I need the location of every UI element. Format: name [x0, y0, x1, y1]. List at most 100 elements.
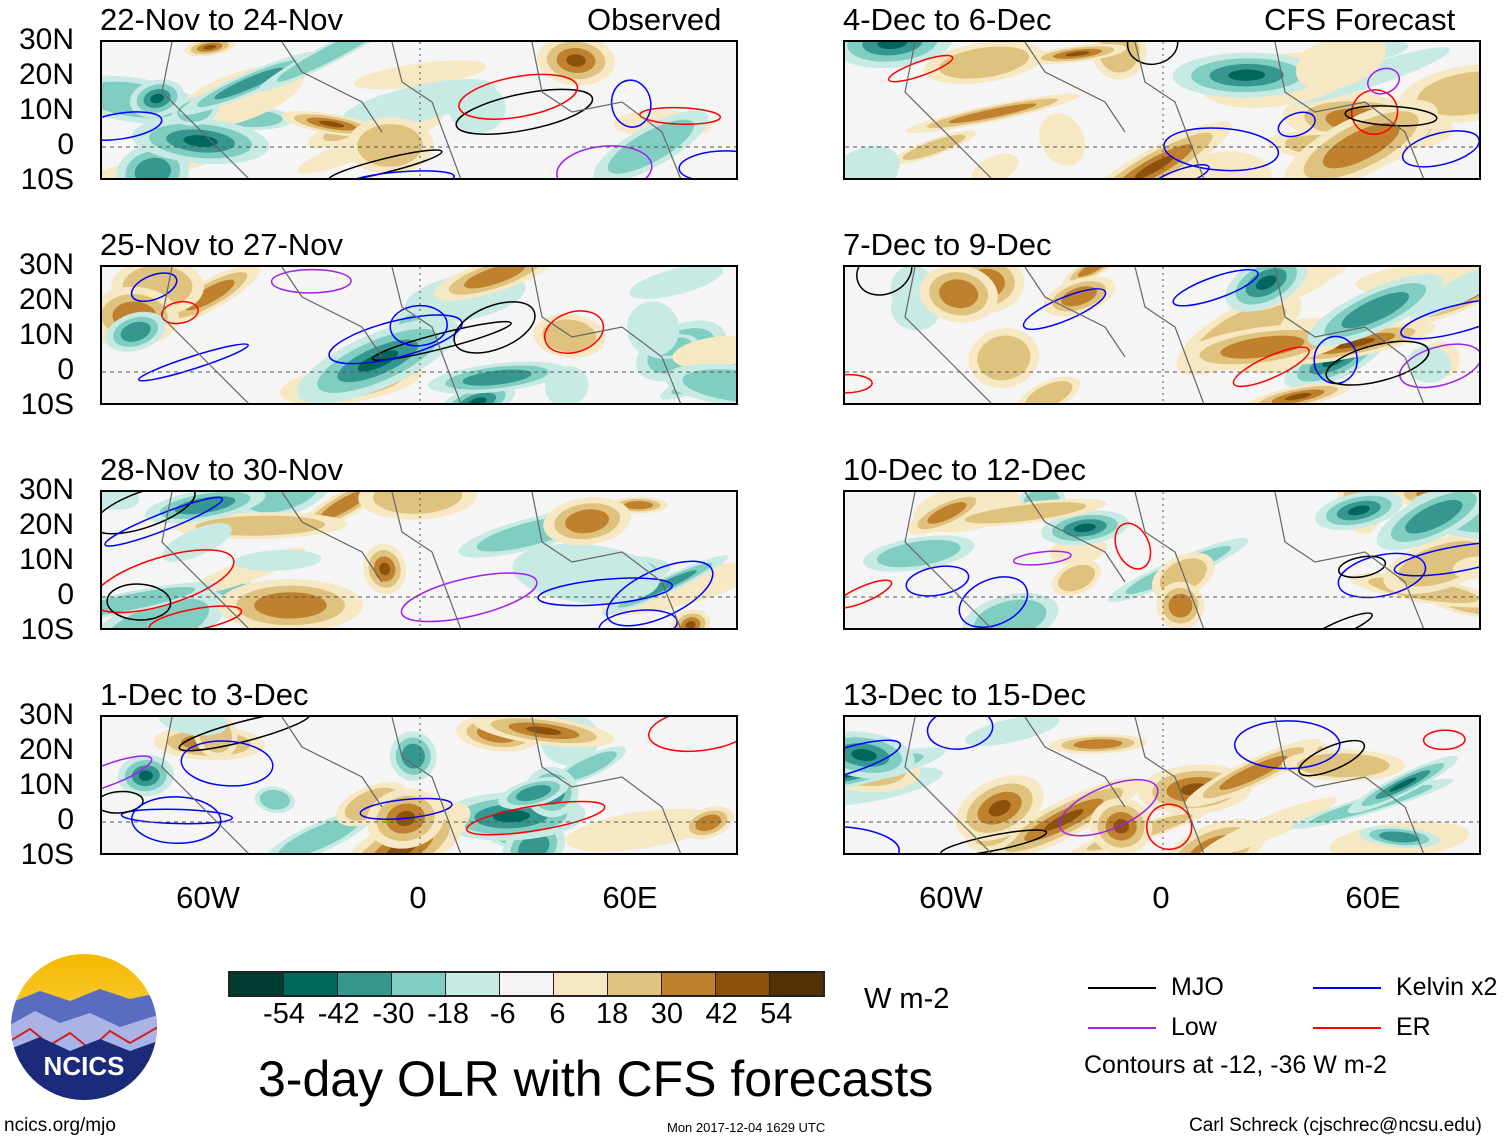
contour-line: [1012, 550, 1072, 566]
contour-line: [1422, 729, 1466, 751]
contour-line: [678, 150, 736, 178]
contour-line: [148, 605, 243, 628]
negative-anomaly: [439, 383, 516, 403]
contour-line: [1277, 111, 1316, 138]
positive-anomaly: [1051, 560, 1102, 596]
timestamp: Mon 2017-12-04 1629 UTC: [667, 1120, 826, 1135]
legend-line: [1088, 987, 1156, 989]
ncics-logo: NCICS: [10, 953, 158, 1101]
lat-label: 10S: [20, 838, 74, 871]
colorbar-tick: 18: [596, 998, 629, 1030]
contour-line: [939, 829, 1048, 853]
contour-line: [1058, 779, 1159, 837]
colorbar-swatch: [770, 973, 823, 995]
panel-title: 10-Dec to 12-Dec: [843, 452, 1086, 487]
positive-anomaly: [1076, 121, 1233, 178]
panel-title: 28-Nov to 30-Nov: [100, 452, 343, 487]
forecast-label: CFS Forecast: [1264, 2, 1456, 37]
lat-label: 10S: [20, 613, 74, 646]
negative-anomaly: [129, 79, 185, 118]
observed-label: Observed: [587, 2, 722, 37]
contour-line: [1145, 803, 1193, 851]
colorbar-units: W m-2: [864, 983, 950, 1015]
positive-anomaly: [543, 497, 631, 546]
negative-anomaly: [845, 731, 915, 779]
contour-line: [104, 496, 224, 547]
contour-line: [1399, 343, 1479, 389]
contour-line: [458, 73, 579, 120]
legend-line: [1313, 987, 1381, 989]
colorbar-swatch: [608, 973, 662, 995]
coastline: [161, 492, 682, 628]
positive-anomaly: [682, 806, 734, 840]
contour-line: [1307, 612, 1373, 628]
colorbar-swatch: [338, 973, 392, 995]
panel-title: 4-Dec to 6-Dec: [843, 2, 1052, 37]
coastline: [904, 717, 1425, 853]
positive-anomaly: [1089, 797, 1153, 853]
contour-line: [598, 609, 678, 628]
contour-line: [845, 373, 873, 394]
website-link[interactable]: ncics.org/mjo: [4, 1115, 116, 1136]
colorbar-tick: 30: [650, 998, 684, 1030]
positive-anomaly: [363, 543, 407, 595]
contour-line: [1022, 288, 1107, 331]
positive-anomaly: [353, 60, 487, 90]
positive-anomaly: [670, 609, 711, 628]
positive-anomaly: [968, 328, 1040, 388]
coastline: [161, 267, 682, 403]
colorbar-tick: 42: [705, 998, 738, 1030]
contour-line: [1344, 105, 1438, 127]
positive-anomaly: [1039, 113, 1086, 166]
credit: Carl Schreck (cjschrec@ncsu.edu): [1189, 1115, 1482, 1136]
colorbar-swatch: [392, 973, 446, 995]
positive-anomaly: [1017, 376, 1081, 403]
contour-line: [453, 301, 536, 354]
contour-line: [1337, 552, 1427, 599]
negative-anomaly: [629, 267, 724, 300]
contour-line: [1298, 739, 1366, 777]
legend-line: [1088, 1027, 1156, 1029]
legend-label: Kelvin x2: [1396, 973, 1498, 1001]
contour-line: [1172, 268, 1259, 307]
contour-line: [270, 268, 352, 294]
positive-anomaly: [1245, 382, 1351, 403]
colorbar-tick: -42: [317, 998, 360, 1030]
positive-anomaly: [346, 116, 434, 174]
lat-label: 20N: [18, 283, 74, 316]
coastline: [904, 42, 1425, 178]
contour-line: [544, 310, 605, 354]
lat-label: 30N: [18, 248, 74, 281]
contour-line: [1337, 555, 1387, 579]
lon-label: 0: [1152, 880, 1170, 915]
lat-label: 20N: [18, 508, 74, 541]
positive-anomaly: [1185, 738, 1322, 807]
colorbar-swatch: [554, 973, 608, 995]
panel-title: 1-Dec to 3-Dec: [100, 677, 309, 712]
negative-anomaly: [627, 301, 680, 357]
positive-anomaly: [944, 498, 1107, 527]
contour-line: [120, 808, 233, 825]
positive-anomaly: [565, 808, 717, 852]
negative-anomaly: [593, 110, 709, 178]
negative-anomaly: [962, 592, 1059, 628]
coastline: [904, 267, 1425, 403]
contour-line: [648, 717, 736, 753]
contours-note: Contours at -12, -36 W m-2: [1084, 1051, 1387, 1079]
positive-anomaly: [433, 267, 556, 301]
colorbar-swatch: [716, 973, 770, 995]
negative-anomaly: [105, 311, 166, 352]
colorbar-tick: 54: [760, 998, 793, 1030]
contour-line: [102, 755, 153, 796]
logo-text: NCICS: [44, 1051, 125, 1081]
lat-label: 20N: [18, 733, 74, 766]
negative-anomaly: [233, 492, 333, 520]
lat-label: 0: [57, 128, 74, 161]
lon-label: 60E: [602, 880, 658, 915]
contour-line: [106, 583, 172, 621]
contour-line: [905, 565, 970, 597]
contour-line: [1400, 299, 1479, 340]
panel-title: 7-Dec to 9-Dec: [843, 227, 1052, 262]
legend-label: Low: [1171, 1013, 1217, 1041]
